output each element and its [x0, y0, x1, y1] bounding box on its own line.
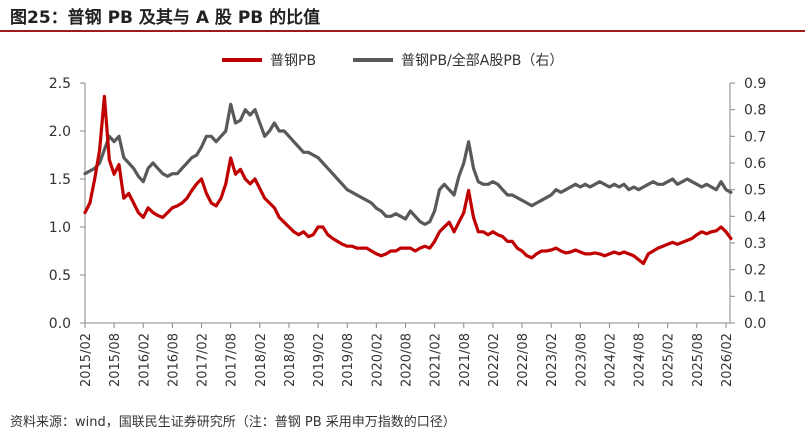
- chart-legend: 普钢PB 普钢PB/全部A股PB（右）: [222, 52, 563, 69]
- x-axis-tick-label: 2020/08: [400, 333, 415, 387]
- title-divider: [0, 30, 805, 32]
- left-axis-tick-label: 2.0: [49, 124, 71, 140]
- right-axis-tick-label: 0.7: [744, 129, 766, 145]
- left-axis-tick-label: 1.0: [49, 220, 71, 236]
- x-axis-tick-label: 2025/02: [662, 333, 677, 387]
- right-axis-tick-label: 0.6: [744, 156, 766, 172]
- x-axis-tick-label: 2016/08: [166, 333, 181, 387]
- left-axis-tick-label: 2.5: [49, 76, 71, 92]
- right-axis-tick-label: 0.9: [744, 76, 766, 92]
- x-axis-tick-label: 2022/02: [487, 333, 502, 387]
- source-note: 资料来源：wind，国联民生证券研究所（注：普钢 PB 采用申万指数的口径）: [10, 415, 456, 430]
- right-axis-tick-label: 0.1: [744, 289, 766, 305]
- line-chart: 普钢PB 普钢PB/全部A股PB（右） 0.00.51.01.52.02.50.0…: [49, 52, 767, 387]
- right-axis-tick-label: 0.4: [744, 209, 766, 225]
- series-line-pb-ratio: [83, 102, 733, 226]
- x-axis-tick-label: 2024/02: [603, 333, 618, 387]
- right-axis-tick-label: 0.3: [744, 236, 766, 252]
- x-axis-tick-label: 2017/08: [225, 333, 240, 387]
- chart-series: [83, 94, 733, 266]
- right-axis-tick-label: 0.8: [744, 103, 766, 119]
- x-axis-tick-label: 2015/02: [79, 333, 94, 387]
- x-axis-tick-label: 2023/08: [574, 333, 589, 387]
- x-axis-tick-label: 2020/02: [370, 333, 385, 387]
- x-axis-tick-label: 2021/08: [458, 333, 473, 387]
- x-axis-tick-label: 2024/08: [633, 333, 648, 387]
- legend-label: 普钢PB/全部A股PB（右）: [401, 52, 563, 69]
- x-axis-tick-label: 2021/02: [429, 333, 444, 387]
- right-axis-tick-label: 0.0: [744, 316, 766, 332]
- x-axis-tick-label: 2023/02: [545, 333, 560, 387]
- series-line-steel-pb: [83, 94, 733, 266]
- x-axis-tick-label: 2017/02: [196, 333, 211, 387]
- x-axis-tick-label: 2015/08: [108, 333, 123, 387]
- x-axis-tick-label: 2018/08: [283, 333, 298, 387]
- left-axis-tick-label: 0.5: [49, 268, 71, 284]
- chart-axes: 0.0 0.5 1.0 1.5 2.0 2.5 0.0 0.1 0.2 0.3 0.4 0.5 0.6 0…: [49, 76, 767, 387]
- left-axis-tick-label: 0.0: [49, 316, 71, 332]
- right-axis-tick-label: 0.2: [744, 263, 766, 279]
- x-axis-tick-label: 2018/02: [254, 333, 269, 387]
- x-axis-tick-label: 2025/08: [691, 333, 706, 387]
- x-axis-tick-label: 2016/02: [137, 333, 152, 387]
- x-axis-tick-label: 2019/02: [312, 333, 327, 387]
- legend-label: 普钢PB: [270, 53, 316, 69]
- right-axis-tick-label: 0.5: [744, 183, 766, 199]
- x-axis-tick-label: 2022/08: [516, 333, 531, 387]
- left-axis-tick-label: 1.5: [49, 172, 71, 188]
- x-axis-tick-label: 2019/08: [341, 333, 356, 387]
- x-axis-tick-label: 2026/02: [720, 333, 735, 387]
- chart-title: 图25：普钢 PB 及其与 A 股 PB 的比值: [10, 8, 321, 28]
